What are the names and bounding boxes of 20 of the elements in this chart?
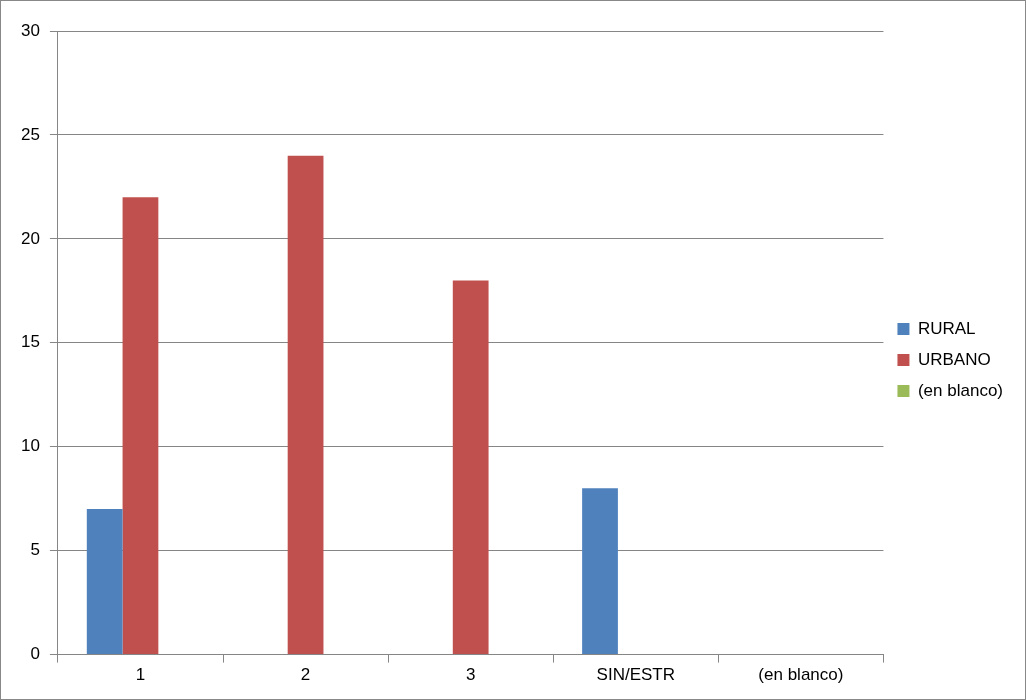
x-tick-label: 3 bbox=[465, 665, 476, 685]
bar bbox=[287, 155, 324, 655]
x-tick-label: 1 bbox=[135, 665, 146, 685]
y-tick-label: 15 bbox=[20, 332, 40, 352]
x-tick-label: (en blanco) bbox=[758, 665, 844, 685]
bar bbox=[86, 509, 123, 655]
bar bbox=[582, 488, 618, 655]
bar bbox=[452, 280, 489, 655]
x-tick-label: SIN/ESTR bbox=[596, 665, 675, 685]
legend-label: RURAL bbox=[917, 318, 976, 338]
x-tick-label: 2 bbox=[300, 665, 311, 685]
bar bbox=[122, 197, 159, 655]
y-tick-label: 5 bbox=[30, 540, 40, 560]
legend-label: (en blanco) bbox=[917, 380, 1004, 400]
y-tick-label: 25 bbox=[20, 124, 40, 144]
y-tick-label: 0 bbox=[30, 644, 40, 664]
y-tick-label: 10 bbox=[20, 436, 40, 456]
y-tick-label: 20 bbox=[20, 228, 40, 248]
y-tick-label: 30 bbox=[20, 20, 40, 40]
legend-label: URBANO bbox=[917, 349, 991, 369]
